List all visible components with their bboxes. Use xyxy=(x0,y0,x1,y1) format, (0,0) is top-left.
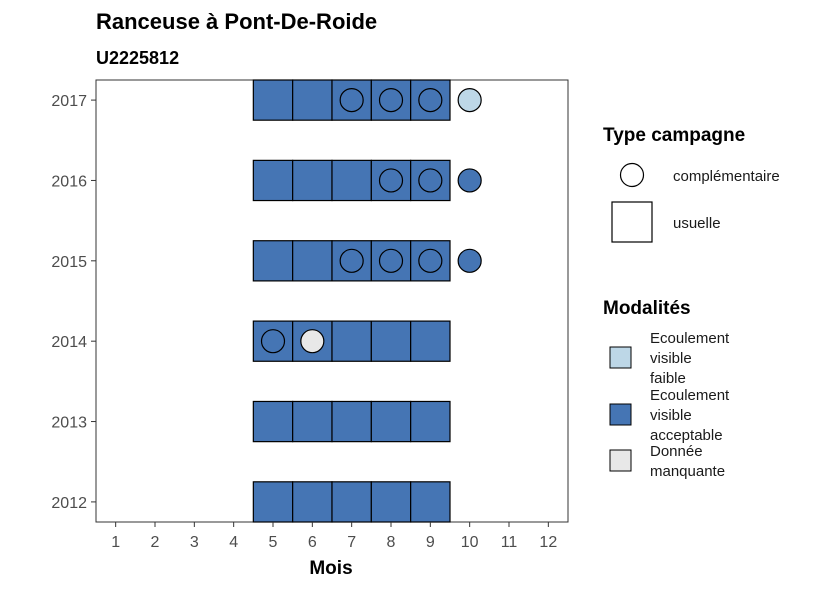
point-2016-9-ecoulement-visible-acceptable xyxy=(418,168,443,193)
tile-2016-9 xyxy=(410,159,451,202)
point-2017-9-ecoulement-visible-acceptable xyxy=(418,87,443,113)
tile-2015-6 xyxy=(292,240,333,282)
x-tick-label-5: 5 xyxy=(269,534,278,551)
x-tick-label-12: 12 xyxy=(539,534,557,551)
tile-2012-7 xyxy=(331,481,372,523)
tile-2014-7 xyxy=(331,320,372,362)
legend-key-faible xyxy=(609,346,632,369)
tile-2017-6 xyxy=(292,79,333,121)
tile-2013-8 xyxy=(370,400,412,443)
legend-modalites: Modalités Ecoulement visible faible Ecou… xyxy=(603,298,733,480)
x-tick-label-1: 1 xyxy=(111,534,120,551)
legend-type-campagne: Type campagne complémentaire usuelle xyxy=(603,125,780,243)
y-tick-label-2013: 2013 xyxy=(51,415,87,432)
legend-circle-key xyxy=(619,162,645,188)
legend-key-acceptable xyxy=(609,403,632,426)
tile-2017-5 xyxy=(252,79,294,121)
x-tick-label-3: 3 xyxy=(190,534,199,551)
x-tick-label-6: 6 xyxy=(308,534,317,551)
point-2015-9-ecoulement-visible-acceptable xyxy=(418,248,443,273)
point-2015-8-ecoulement-visible-acceptable xyxy=(378,248,404,273)
y-tick-label-2015: 2015 xyxy=(51,254,87,271)
point-2016-8-ecoulement-visible-acceptable xyxy=(378,168,404,193)
point-2015-7-ecoulement-visible-acceptable xyxy=(339,248,364,273)
legend-label-manquante: Donnée manquante xyxy=(650,443,725,480)
tile-2013-5 xyxy=(252,400,294,443)
x-tick-label-9: 9 xyxy=(426,534,435,551)
point-2017-8-ecoulement-visible-acceptable xyxy=(378,87,404,113)
point-2017-10-ecoulement-visible-faible xyxy=(457,87,482,113)
legend-key-manquante xyxy=(609,449,632,472)
tile-2012-6 xyxy=(292,481,333,523)
point-2016-10-ecoulement-visible-acceptable xyxy=(457,168,482,193)
tile-2014-8 xyxy=(370,320,412,362)
x-axis: 1 2 3 4 5 6 7 8 9 10 11 12 xyxy=(111,522,557,551)
circle-layer xyxy=(260,87,482,354)
point-2014-5-ecoulement-visible-acceptable xyxy=(260,329,286,354)
y-axis: 2012 2013 2014 2015 2016 2017 xyxy=(51,93,96,512)
chart-subtitle: U2225812 xyxy=(96,48,179,68)
tile-2016-5 xyxy=(252,159,294,202)
tile-2013-7 xyxy=(331,400,372,443)
tile-2012-5 xyxy=(252,481,294,523)
tile-2013-9 xyxy=(410,400,451,443)
tile-2016-7 xyxy=(331,159,372,202)
legend-label-acceptable: Ecoulement visible acceptable xyxy=(650,387,733,444)
x-tick-label-7: 7 xyxy=(347,534,356,551)
plot-panel xyxy=(95,79,569,523)
x-tick-label-2: 2 xyxy=(151,534,160,551)
point-2014-6-donnee-manquante xyxy=(300,329,325,354)
legend-type-title: Type campagne xyxy=(603,125,745,146)
legend-modalites-title: Modalités xyxy=(603,298,691,319)
chart-title: Ranceuse à Pont-De-Roide xyxy=(96,9,377,34)
tile-2012-9 xyxy=(410,481,451,523)
x-tick-label-4: 4 xyxy=(229,534,238,551)
legend-complementaire-label: complémentaire xyxy=(673,168,780,185)
x-tick-label-8: 8 xyxy=(387,534,396,551)
x-tick-label-11: 11 xyxy=(501,534,518,551)
tile-2017-9 xyxy=(410,79,451,121)
point-2015-10-ecoulement-visible-acceptable xyxy=(457,248,482,273)
tile-2015-5 xyxy=(252,240,294,282)
x-tick-label-10: 10 xyxy=(461,534,479,551)
y-tick-label-2016: 2016 xyxy=(51,173,87,190)
x-axis-title: Mois xyxy=(309,558,352,579)
tile-2016-6 xyxy=(292,159,333,202)
tile-2012-8 xyxy=(370,481,412,523)
tile-2014-9 xyxy=(410,320,451,362)
legend-square-key xyxy=(611,201,653,243)
legend-usuelle-label: usuelle xyxy=(673,215,721,232)
tile-layer xyxy=(252,79,451,523)
y-tick-label-2014: 2014 xyxy=(51,334,87,351)
y-tick-label-2012: 2012 xyxy=(51,495,87,512)
tile-2013-6 xyxy=(292,400,333,443)
y-tick-label-2017: 2017 xyxy=(51,93,87,110)
legend-label-faible: Ecoulement visible faible xyxy=(650,330,733,387)
point-2017-7-ecoulement-visible-acceptable xyxy=(339,87,364,113)
